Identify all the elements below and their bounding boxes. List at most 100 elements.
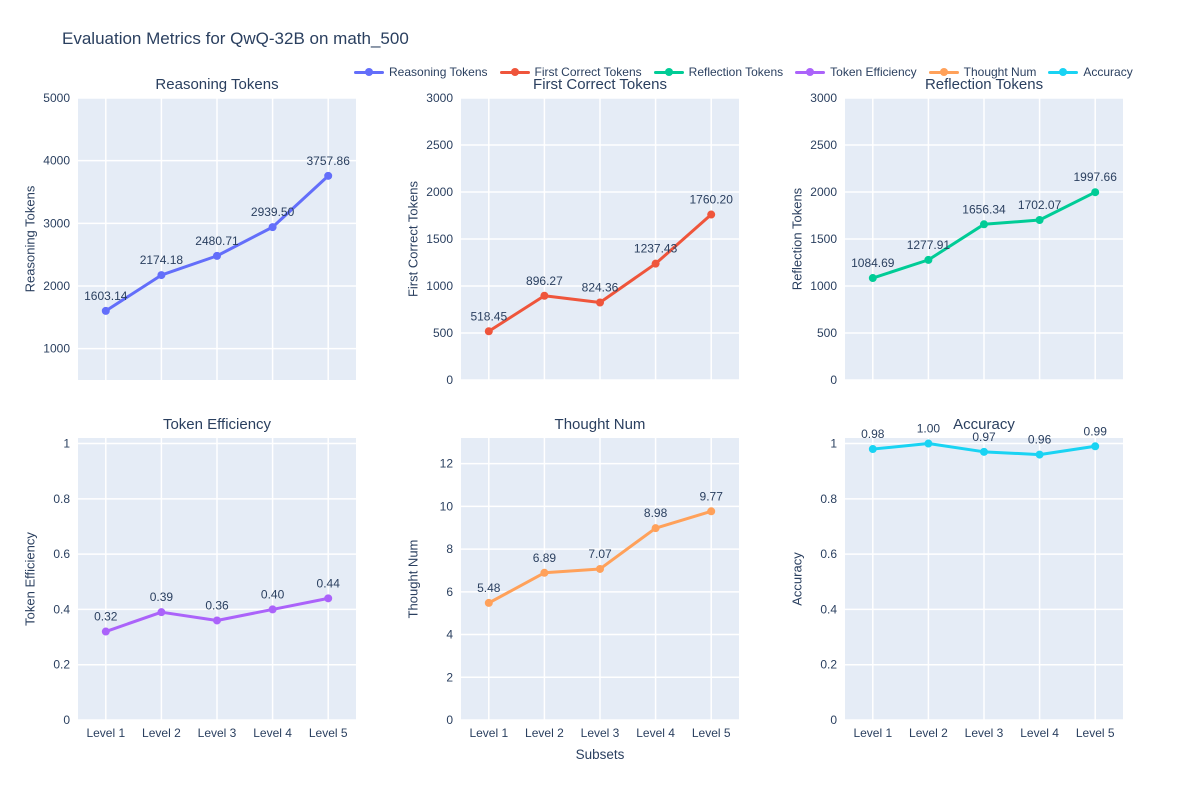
subplot-accuracy: Accuracy Accuracy 0 0.2 0.4 0.6 0.8 1 Level 1 L…: [787, 416, 1127, 765]
data-label: 9.77: [700, 489, 724, 503]
chart-canvas-reasoning-tokens[interactable]: 1000 2000 3000 4000 5000 1603.14 2174.18 2480.7…: [20, 91, 360, 388]
data-label: 0.98: [861, 427, 885, 441]
data-point[interactable]: [1035, 450, 1044, 459]
subplot-reasoning-tokens: Reasoning Tokens Reasoning Tokens 1000 20…: [20, 76, 360, 388]
x-tick-label: Level 5: [1076, 726, 1115, 740]
x-tick-label: Level 2: [142, 726, 181, 740]
y-tick-label: 3000: [43, 216, 70, 230]
data-point[interactable]: [1091, 442, 1100, 451]
chart-canvas-token-efficiency[interactable]: 0 0.2 0.4 0.6 0.8 1 Level 1 Level 2 Level 3 Level…: [20, 432, 360, 765]
y-tick-label: 500: [433, 326, 453, 340]
data-point[interactable]: [484, 598, 493, 607]
data-point[interactable]: [868, 445, 877, 454]
y-tick-label: 2000: [43, 279, 70, 293]
x-tick-label: Level 5: [692, 726, 731, 740]
subplot-first-correct-tokens: First Correct Tokens First Correct Token…: [403, 76, 743, 388]
legend-line-marker-icon: [928, 66, 959, 78]
data-point[interactable]: [707, 210, 716, 219]
data-label: 0.36: [205, 598, 229, 612]
data-point[interactable]: [1035, 216, 1044, 225]
legend-label: Reflection Tokens: [688, 65, 784, 79]
data-point[interactable]: [213, 616, 221, 625]
subplot-title: First Correct Tokens: [533, 76, 667, 93]
legend-label: Thought Num: [963, 65, 1037, 79]
y-tick-label: 500: [817, 326, 837, 340]
data-label: 896.27: [526, 274, 563, 288]
y-tick-label: 0: [830, 713, 837, 727]
data-label: 1237.43: [634, 242, 678, 256]
y-tick-label: 2: [446, 670, 453, 684]
legend-label: Reasoning Tokens: [389, 65, 488, 79]
chart-canvas-first-correct-tokens[interactable]: 0 500 1000 1500 2000 2500 3000 518.45 896.27 824.…: [403, 91, 743, 388]
legend-item-thought-num[interactable]: Thought Num: [928, 65, 1037, 79]
legend-item-token-efficiency[interactable]: Token Efficiency: [795, 65, 917, 79]
y-tick-label: 0.8: [820, 492, 837, 506]
data-point[interactable]: [213, 251, 221, 260]
data-point[interactable]: [924, 439, 933, 448]
chart-canvas-reflection-tokens[interactable]: 0 500 1000 1500 2000 2500 3000 1084.69 1277.91 16…: [787, 91, 1127, 388]
data-point[interactable]: [868, 274, 877, 283]
data-point[interactable]: [1091, 188, 1100, 197]
legend-item-first-correct-tokens[interactable]: First Correct Tokens: [499, 65, 642, 79]
legend-item-accuracy[interactable]: Accuracy: [1048, 65, 1133, 79]
data-label: 2939.50: [251, 205, 295, 219]
data-label: 0.32: [94, 610, 118, 624]
y-tick-label: 4: [446, 628, 453, 642]
data-point[interactable]: [651, 259, 660, 268]
data-point[interactable]: [651, 524, 660, 533]
data-point[interactable]: [596, 564, 604, 573]
data-point[interactable]: [596, 298, 604, 307]
data-point[interactable]: [324, 171, 333, 180]
y-axis-title: Accuracy: [789, 552, 805, 606]
y-tick-label: 0: [830, 373, 837, 387]
y-tick-label: 1500: [810, 232, 837, 246]
y-tick-label: 2000: [426, 185, 453, 199]
legend-item-reflection-tokens[interactable]: Reflection Tokens: [653, 65, 784, 79]
x-tick-label: Level 2: [525, 726, 564, 740]
data-point[interactable]: [157, 271, 166, 280]
data-label: 0.39: [150, 590, 174, 604]
data-point[interactable]: [707, 507, 716, 516]
y-tick-label: 0.6: [53, 547, 70, 561]
x-tick-label: Level 3: [965, 726, 1004, 740]
y-tick-label: 0: [446, 713, 453, 727]
data-label: 0.97: [972, 430, 996, 444]
x-tick-label: Level 4: [636, 726, 675, 740]
chart-canvas-thought-num[interactable]: 0 2 4 6 8 10 12 Level 1 Level 2 Level 3 Level 4 Lev…: [403, 432, 743, 765]
data-point[interactable]: [924, 255, 933, 264]
legend: Reasoning Tokens First Correct Tokens Re…: [354, 65, 1133, 79]
data-point[interactable]: [980, 447, 988, 456]
data-point[interactable]: [157, 608, 166, 617]
y-tick-label: 0.4: [53, 602, 70, 616]
data-label: 0.99: [1084, 424, 1108, 438]
x-tick-label: Level 2: [909, 726, 948, 740]
y-tick-label: 5000: [43, 91, 70, 105]
legend-item-reasoning-tokens[interactable]: Reasoning Tokens: [354, 65, 488, 79]
x-tick-label: Level 1: [853, 726, 892, 740]
x-tick-label: Level 4: [1020, 726, 1059, 740]
data-label: 1277.91: [907, 238, 951, 252]
data-point[interactable]: [324, 594, 333, 603]
data-point[interactable]: [980, 220, 988, 229]
y-tick-label: 4000: [43, 154, 70, 168]
data-point[interactable]: [268, 223, 277, 232]
data-point[interactable]: [540, 568, 549, 577]
data-label: 824.36: [582, 281, 619, 295]
y-tick-label: 3000: [810, 91, 837, 105]
data-label: 2480.71: [195, 234, 239, 248]
y-tick-label: 10: [440, 499, 454, 513]
chart-canvas-accuracy[interactable]: 0 0.2 0.4 0.6 0.8 1 Level 1 Level 2 Level 3 Level…: [787, 422, 1127, 765]
data-point[interactable]: [268, 605, 277, 614]
y-tick-label: 0.8: [53, 492, 70, 506]
data-point[interactable]: [484, 327, 493, 336]
data-point[interactable]: [101, 627, 110, 636]
y-tick-label: 0: [446, 373, 453, 387]
data-point[interactable]: [540, 291, 549, 300]
y-tick-label: 1: [63, 437, 70, 451]
y-tick-label: 1500: [426, 232, 453, 246]
data-point[interactable]: [101, 306, 110, 315]
data-label: 0.44: [317, 576, 341, 590]
y-tick-label: 3000: [426, 91, 453, 105]
subplot-reflection-tokens: Reflection Tokens Reflection Tokens 0 500…: [787, 76, 1127, 388]
